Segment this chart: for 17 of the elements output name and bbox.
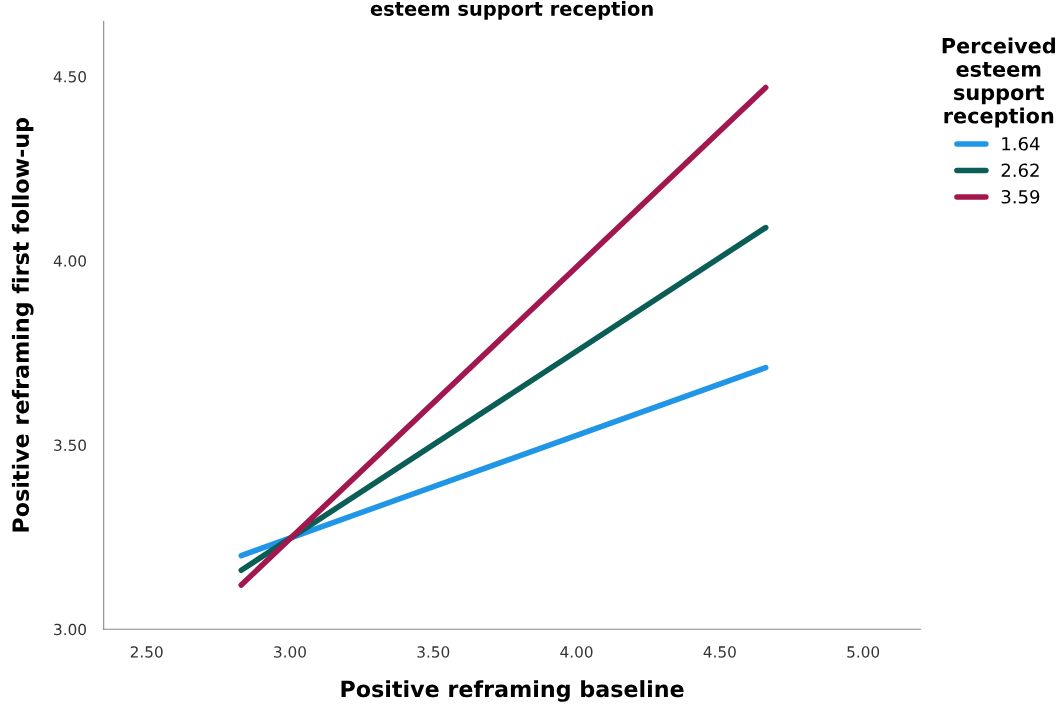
x-tick-label: 4.50 xyxy=(703,646,736,658)
y-tick-label: 3.00 xyxy=(54,623,86,636)
legend-label: 2.62 xyxy=(1001,163,1039,178)
y-tick-label: 3.50 xyxy=(54,439,86,451)
legend-label: 1.64 xyxy=(1002,136,1040,151)
legend-label: 3.59 xyxy=(1001,189,1040,204)
x-tick-label: 3.00 xyxy=(274,646,306,658)
y-tick-label: 4.00 xyxy=(53,255,86,267)
x-tick-label: 2.50 xyxy=(130,646,163,658)
x-tick-label: 5.00 xyxy=(847,646,880,658)
legend-title: Perceived esteem support reception xyxy=(942,37,1055,128)
y-axis-title: Positive reframing first follow-up xyxy=(11,117,34,532)
x-tick-label: 3.50 xyxy=(417,646,450,658)
y-tick-label: 4.50 xyxy=(53,70,86,83)
chart-title: esteem support reception xyxy=(370,0,653,20)
x-axis-title: Positive reframing baseline xyxy=(341,680,684,702)
x-tick-label: 4.00 xyxy=(560,646,593,658)
